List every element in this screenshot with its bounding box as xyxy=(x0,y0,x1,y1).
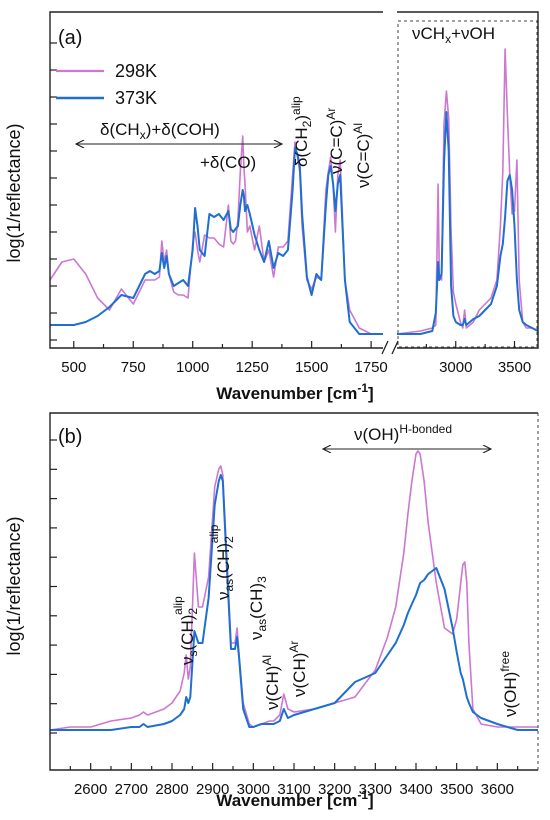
panel-b-series-373K xyxy=(50,474,538,731)
x-tick-label-b-2700: 2700 xyxy=(115,781,148,798)
panel-b-x-ticks: 2600 2700 2800 2900 3000 3100 3200 3300 3400 3500… xyxy=(69,763,519,798)
panel-b: log(1/reflectance) 2600 2700 2800 2900 3000 3… xyxy=(4,412,539,810)
x-tick-label-a-750: 750 xyxy=(121,359,146,376)
panel-a-annotations: δ(CHx)+δ(COH) +δ(CO) δ(CH2)alip ν(C=C)Ar… xyxy=(76,24,495,188)
x-tick-label-a-3500: 3500 xyxy=(498,359,531,376)
panel-a-zoom-box xyxy=(397,20,538,348)
x-tick-label-a-500: 500 xyxy=(61,359,86,376)
annotation-ch3-asym-stretch: νas(CH)3 xyxy=(247,576,269,640)
x-tick-label-a-1250: 1250 xyxy=(235,359,268,376)
annotation-ch-aliphatic: ν(CH)Al xyxy=(260,655,282,710)
x-tick-label-b-3600: 3600 xyxy=(481,781,514,798)
panel-a-right-x-ticks: 3000 3500 xyxy=(425,341,531,376)
annotation-ch2-sym-stretch: νs(CH)2alip xyxy=(171,596,200,665)
annotation-oh-free: ν(OH)free xyxy=(498,651,520,717)
panel-a-label: (a) xyxy=(58,27,82,49)
annotation-cc-aromatic: ν(C=C)Ar xyxy=(324,108,346,174)
panel-b-y-ticks xyxy=(50,439,57,734)
annotation-deformation: δ(CHx)+δ(COH) xyxy=(100,120,220,142)
panel-a-x-axis-label: Wavenumber [cm-1] xyxy=(216,381,373,403)
x-tick-label-b-2600: 2600 xyxy=(74,781,107,798)
x-tick-label-b-3000: 3000 xyxy=(237,781,270,798)
x-tick-label-b-3300: 3300 xyxy=(359,781,392,798)
x-tick-label-a-1750: 1750 xyxy=(354,359,387,376)
panel-a-right-plot: 3000 3500 xyxy=(396,11,539,376)
panel-b-label: (b) xyxy=(58,426,82,448)
x-tick-label-b-3200: 3200 xyxy=(318,781,351,798)
panel-b-frame xyxy=(49,412,538,771)
annotation-oh-hbonded: ν(OH)H-bonded xyxy=(354,422,452,444)
panel-a-left-frame xyxy=(49,11,383,349)
x-tick-label-b-2900: 2900 xyxy=(196,781,229,798)
legend-label-298K: 298K xyxy=(115,61,157,81)
panel-a-left-plot: 500 750 1000 1250 1500 1750 xyxy=(49,11,388,376)
panel-a-y-axis-label: log(1/reflectance) xyxy=(4,123,24,262)
annotation-cc-aliphatic: ν(C=C)Al xyxy=(351,123,373,188)
annotation-chx-oh-stretch: νCHx+νOH xyxy=(412,24,495,46)
panel-b-x-axis-label: Wavenumber [cm-1] xyxy=(216,788,373,810)
panel-a-left-x-ticks: 500 750 1000 1250 1500 1750 xyxy=(61,341,388,376)
panel-a-right-frame xyxy=(397,11,539,349)
panel-a-left-series-373K xyxy=(50,147,383,335)
axis-break-marks xyxy=(381,340,399,355)
legend-label-373K: 373K xyxy=(115,88,157,108)
annotation-ch2-aliphatic: δ(CH2)alip xyxy=(289,96,314,167)
annotation-ch-aromatic: ν(CH)Ar xyxy=(287,641,309,697)
x-tick-label-b-2800: 2800 xyxy=(155,781,188,798)
panel-b-annotations: νs(CH)2alip νas(CH)2alip νas(CH)3 ν(CH)A… xyxy=(171,422,520,717)
x-tick-label-b-3400: 3400 xyxy=(399,781,432,798)
x-tick-label-a-1500: 1500 xyxy=(295,359,328,376)
panel-b-y-axis-label: log(1/reflectance) xyxy=(4,516,24,655)
panel-a-y-ticks xyxy=(50,42,57,341)
panel-a-legend: 298K 373K xyxy=(56,61,157,108)
panel-a: log(1/reflectance) 500 750 1000 1250 1500 175… xyxy=(4,11,539,403)
x-tick-label-a-1000: 1000 xyxy=(176,359,209,376)
x-tick-label-b-3100: 3100 xyxy=(277,781,310,798)
x-tick-label-a-3000: 3000 xyxy=(439,359,472,376)
x-tick-label-b-3500: 3500 xyxy=(440,781,473,798)
panel-a-right-series-373K xyxy=(397,111,539,335)
annotation-co-deformation: +δ(CO) xyxy=(200,153,256,172)
